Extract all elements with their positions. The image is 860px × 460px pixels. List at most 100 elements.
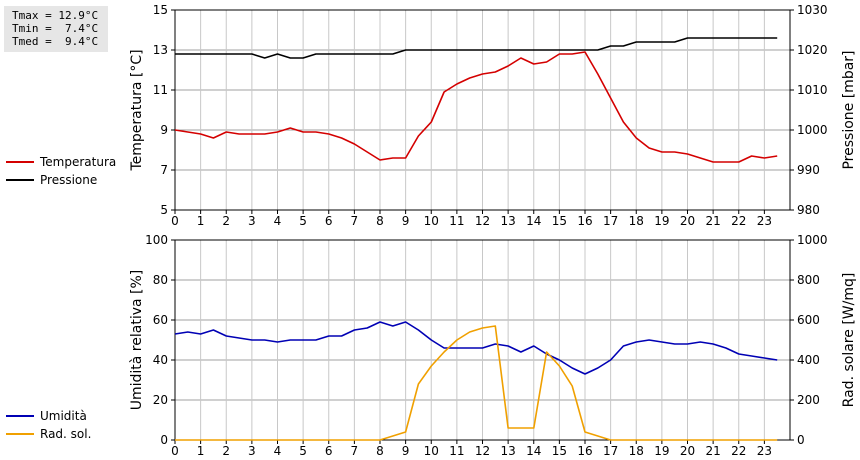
legend-top: Temperatura Pressione — [6, 153, 116, 189]
top-xtick-label-14: 14 — [526, 214, 541, 228]
top-xtick-label-18: 18 — [629, 214, 644, 228]
bottom-xtick-label-7: 7 — [351, 444, 359, 458]
legend-swatch-temperature — [6, 161, 34, 163]
legend-swatch-radiation — [6, 433, 34, 435]
bottom-y2tick-label-2: 400 — [797, 353, 820, 367]
legend-item-humidity: Umidità — [6, 407, 91, 425]
top-xtick-label-19: 19 — [654, 214, 669, 228]
bottom-xtick-label-16: 16 — [577, 444, 592, 458]
bottom-ytick-label-1: 20 — [153, 393, 168, 407]
top-y2tick-label-0: 980 — [797, 203, 820, 217]
bottom-series-1-line — [175, 325, 778, 441]
tmed-label: Tmed = 9.4°C — [12, 35, 99, 48]
top-ytick-label-5: 15 — [153, 3, 168, 17]
top-xtick-label-8: 8 — [376, 214, 384, 228]
bottom-y2tick-label-5: 1000 — [797, 233, 828, 247]
bottom-xtick-label-15: 15 — [552, 444, 567, 458]
top-ytick-label-3: 11 — [153, 83, 168, 97]
top-xtick-label-0: 0 — [171, 214, 179, 228]
top-y2label: Pressione [mbar] — [841, 50, 857, 169]
top-ytick-label-4: 13 — [153, 43, 168, 57]
top-ytick-label-0: 5 — [160, 203, 168, 217]
bottom-y2tick-label-4: 800 — [797, 273, 820, 287]
bottom-xtick-label-6: 6 — [325, 444, 333, 458]
bottom-y2label: Rad. solare [W/mq] — [841, 273, 857, 408]
top-xtick-label-7: 7 — [351, 214, 359, 228]
bottom-ylabel: Umidità relativa [%] — [129, 270, 145, 411]
legend-bottom: Umidità Rad. sol. — [6, 407, 91, 443]
bottom-xtick-label-17: 17 — [603, 444, 618, 458]
bottom-ytick-label-5: 100 — [145, 233, 168, 247]
bottom-y2tick-label-0: 0 — [797, 433, 805, 447]
top-series-1-line — [175, 37, 778, 59]
bottom-series-0-line — [174, 321, 778, 375]
top-xtick-label-20: 20 — [680, 214, 695, 228]
top-y2tick-label-1: 990 — [797, 163, 820, 177]
top-ytick-label-1: 7 — [160, 163, 168, 177]
bottom-xtick-label-14: 14 — [526, 444, 541, 458]
top-ytick-label-2: 9 — [160, 123, 168, 137]
top-xtick-label-10: 10 — [424, 214, 439, 228]
legend-item-pressure: Pressione — [6, 171, 116, 189]
tmax-label: Tmax = 12.9°C — [12, 9, 99, 22]
top-xtick-label-5: 5 — [299, 214, 307, 228]
bottom-xtick-label-0: 0 — [171, 444, 179, 458]
bottom-xtick-label-9: 9 — [402, 444, 410, 458]
top-series-0-line — [174, 51, 778, 163]
top-xtick-label-4: 4 — [274, 214, 282, 228]
legend-label-radiation: Rad. sol. — [40, 427, 92, 441]
bottom-xtick-label-22: 22 — [731, 444, 746, 458]
top-xtick-label-21: 21 — [705, 214, 720, 228]
legend-label-pressure: Pressione — [40, 173, 98, 187]
legend-label-temperature: Temperatura — [40, 155, 117, 169]
legend-item-temperature: Temperatura — [6, 153, 116, 171]
bottom-xtick-label-23: 23 — [757, 444, 772, 458]
bottom-xtick-label-13: 13 — [500, 444, 515, 458]
bottom-ytick-label-2: 40 — [153, 353, 168, 367]
bottom-xtick-label-18: 18 — [629, 444, 644, 458]
top-xtick-label-11: 11 — [449, 214, 464, 228]
bottom-ytick-label-0: 0 — [160, 433, 168, 447]
top-xtick-label-1: 1 — [197, 214, 205, 228]
top-y2tick-label-2: 1000 — [797, 123, 828, 137]
top-ylabel: Temperatura [°C] — [129, 49, 145, 171]
top-xtick-label-9: 9 — [402, 214, 410, 228]
stats-box: Tmax = 12.9°C Tmin = 7.4°C Tmed = 9.4°C — [4, 6, 108, 52]
legend-swatch-pressure — [6, 179, 34, 181]
bottom-xtick-label-10: 10 — [424, 444, 439, 458]
top-xtick-label-2: 2 — [222, 214, 230, 228]
top-xtick-label-6: 6 — [325, 214, 333, 228]
legend-swatch-humidity — [6, 415, 34, 417]
bottom-ytick-label-3: 60 — [153, 313, 168, 327]
bottom-xtick-label-12: 12 — [475, 444, 490, 458]
bottom-xtick-label-8: 8 — [376, 444, 384, 458]
top-xtick-label-13: 13 — [500, 214, 515, 228]
bottom-y2tick-label-3: 600 — [797, 313, 820, 327]
bottom-xtick-label-19: 19 — [654, 444, 669, 458]
top-plot-frame — [174, 9, 791, 211]
bottom-xtick-label-11: 11 — [449, 444, 464, 458]
top-xtick-label-23: 23 — [757, 214, 772, 228]
bottom-xtick-label-2: 2 — [222, 444, 230, 458]
top-xtick-label-3: 3 — [248, 214, 256, 228]
top-xtick-label-22: 22 — [731, 214, 746, 228]
legend-item-radiation: Rad. sol. — [6, 425, 91, 443]
bottom-xtick-label-5: 5 — [299, 444, 307, 458]
bottom-ytick-label-4: 80 — [153, 273, 168, 287]
bottom-xtick-label-1: 1 — [197, 444, 205, 458]
bottom-xtick-label-4: 4 — [274, 444, 282, 458]
tmin-label: Tmin = 7.4°C — [12, 22, 99, 35]
top-xtick-label-16: 16 — [577, 214, 592, 228]
legend-label-humidity: Umidità — [40, 409, 87, 423]
bottom-xtick-label-20: 20 — [680, 444, 695, 458]
top-xtick-label-12: 12 — [475, 214, 490, 228]
bottom-xtick-label-3: 3 — [248, 444, 256, 458]
top-y2tick-label-4: 1020 — [797, 43, 828, 57]
top-y2tick-label-3: 1010 — [797, 83, 828, 97]
bottom-xtick-label-21: 21 — [705, 444, 720, 458]
bottom-plot-frame — [174, 239, 791, 441]
top-xtick-label-17: 17 — [603, 214, 618, 228]
bottom-y2tick-label-1: 200 — [797, 393, 820, 407]
top-y2tick-label-5: 1030 — [797, 3, 828, 17]
